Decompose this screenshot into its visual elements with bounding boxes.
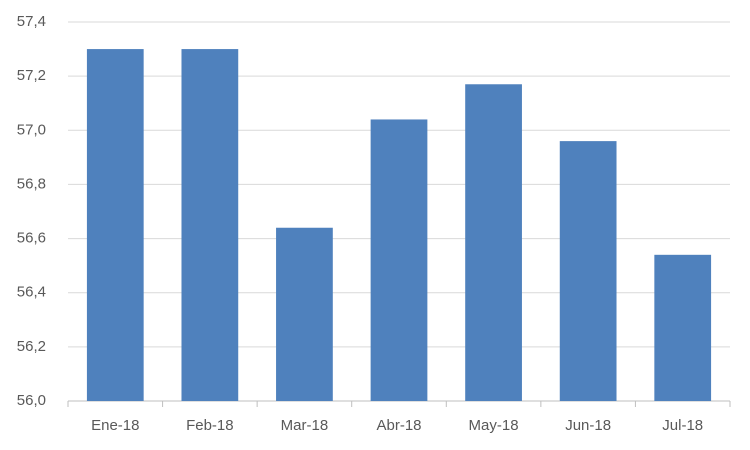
y-tick-label: 56,0: [17, 392, 46, 409]
y-tick-label: 56,4: [17, 284, 46, 301]
x-tick-label: Feb-18: [186, 417, 234, 434]
x-tick-label: Jun-18: [565, 417, 611, 434]
x-tick-label: Jul-18: [662, 417, 703, 434]
x-tick-label: May-18: [469, 417, 519, 434]
y-tick-label: 56,2: [17, 338, 46, 355]
x-tick-label: Abr-18: [376, 417, 421, 434]
x-tick-label: Ene-18: [91, 417, 139, 434]
bar: [654, 254, 712, 401]
x-tick-label: Mar-18: [281, 417, 329, 434]
y-tick-label: 56,6: [17, 230, 46, 247]
bar: [86, 49, 144, 401]
bar: [181, 49, 239, 401]
y-tick-label: 57,4: [17, 13, 46, 30]
y-tick-label: 57,2: [17, 67, 46, 84]
y-tick-label: 57,0: [17, 121, 46, 138]
bar: [276, 227, 333, 401]
bar: [370, 119, 428, 401]
bar: [559, 141, 617, 401]
y-tick-label: 56,8: [17, 175, 46, 192]
bar: [465, 84, 522, 401]
